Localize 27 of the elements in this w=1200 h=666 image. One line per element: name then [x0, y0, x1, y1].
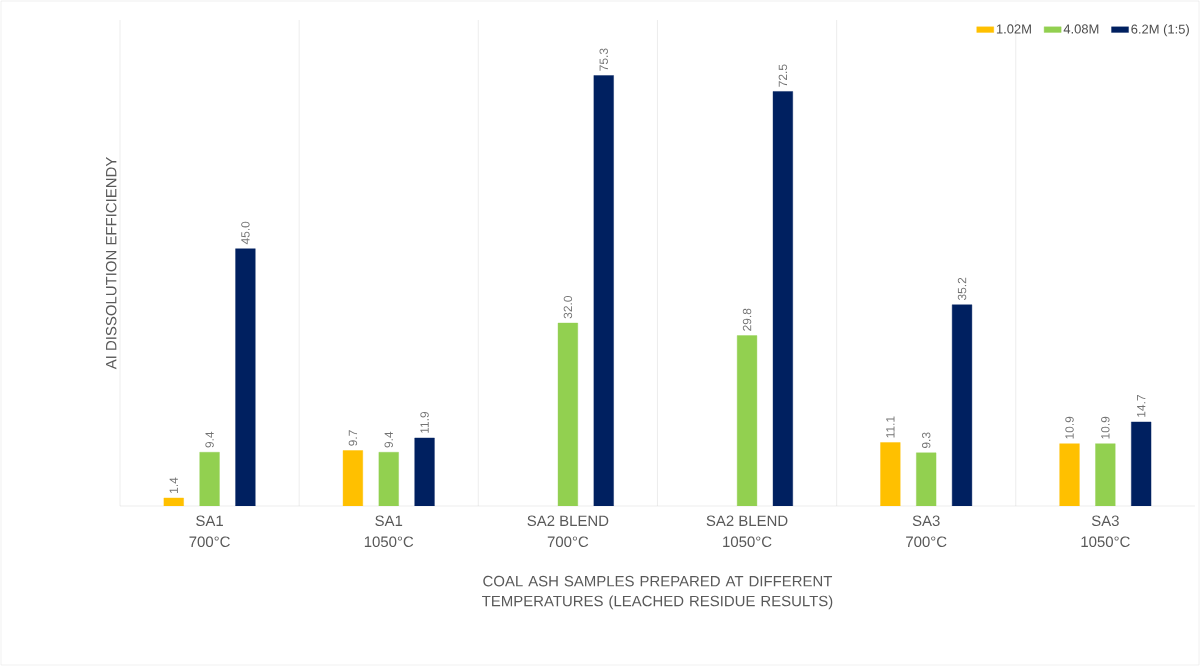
x-tick-label: SA2 BLEND 1050°C: [706, 515, 788, 548]
legend-label: 1.02M: [996, 24, 1031, 34]
data-label: 32.0: [563, 296, 573, 319]
data-label: 75.3: [599, 48, 608, 71]
data-label: 11.1: [886, 416, 895, 438]
data-label: 45.0: [241, 221, 250, 245]
data-label: 10.9: [1065, 416, 1074, 439]
data-label: 35.2: [957, 277, 967, 301]
data-label: 11.9: [420, 411, 429, 433]
data-label: 9.3: [921, 432, 931, 449]
y-axis-title: AI DISSOLUTION EFFICIENDY: [105, 157, 117, 370]
legend-label: 6.2M (1:5): [1131, 24, 1189, 37]
data-label: 1.4: [169, 477, 178, 493]
data-label: 9.7: [348, 430, 358, 446]
x-tick-label: SA2 BLEND 700°C: [527, 515, 609, 548]
x-tick-label: SA3 700°C: [906, 515, 947, 548]
x-tick-label: SA3 1050°C: [1081, 515, 1130, 548]
data-label: 14.7: [1137, 395, 1146, 417]
legend-label: 4.08M: [1063, 24, 1099, 34]
x-tick-label: SA1 700°C: [189, 515, 230, 548]
data-label: 9.4: [384, 431, 393, 448]
data-label: 10.9: [1101, 416, 1110, 439]
data-label: 9.4: [205, 431, 214, 448]
x-tick-label: SA1 1050°C: [364, 515, 414, 548]
x-axis-title: COAL ASH SAMPLES PREPARED AT DIFFERENT TEMPERATURES (LEACHED RESIDUE RESULTS): [482, 575, 833, 610]
data-label: 72.5: [778, 64, 788, 87]
data-label: 29.8: [742, 308, 752, 331]
